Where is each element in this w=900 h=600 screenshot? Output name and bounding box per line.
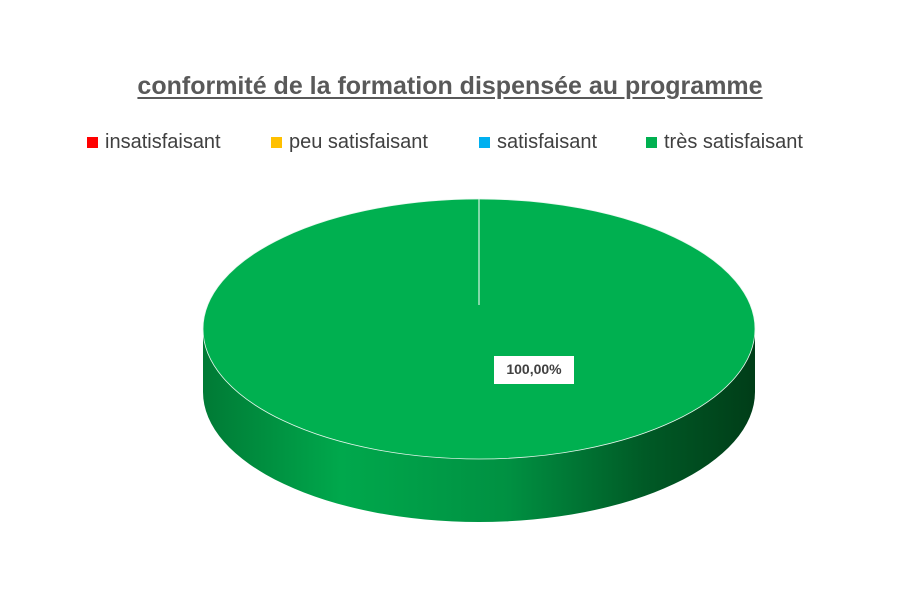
data-label: 100,00% [506,361,562,377]
pie-slice-side [203,329,755,522]
chart-legend: insatisfaisant peu satisfaisant satisfai… [0,131,900,155]
legend-item-peu-satisfaisant: peu satisfaisant [271,131,428,154]
legend-swatch-peu-satisfaisant [271,137,282,148]
legend-item-satisfaisant: satisfaisant [479,131,597,154]
legend-label-tres-satisfaisant: très satisfaisant [664,131,803,153]
chart-title: conformité de la formation dispensée au … [137,72,763,100]
legend-item-tres-satisfaisant: très satisfaisant [646,131,803,154]
legend-label-insatisfaisant: insatisfaisant [105,131,221,153]
legend-label-peu-satisfaisant: peu satisfaisant [289,131,428,153]
legend-item-insatisfaisant: insatisfaisant [87,131,221,154]
legend-swatch-insatisfaisant [87,137,98,148]
data-label-box [494,356,574,384]
legend-label-satisfaisant: satisfaisant [497,131,598,153]
legend-swatch-satisfaisant [479,137,490,148]
legend-swatch-tres-satisfaisant [646,137,657,148]
